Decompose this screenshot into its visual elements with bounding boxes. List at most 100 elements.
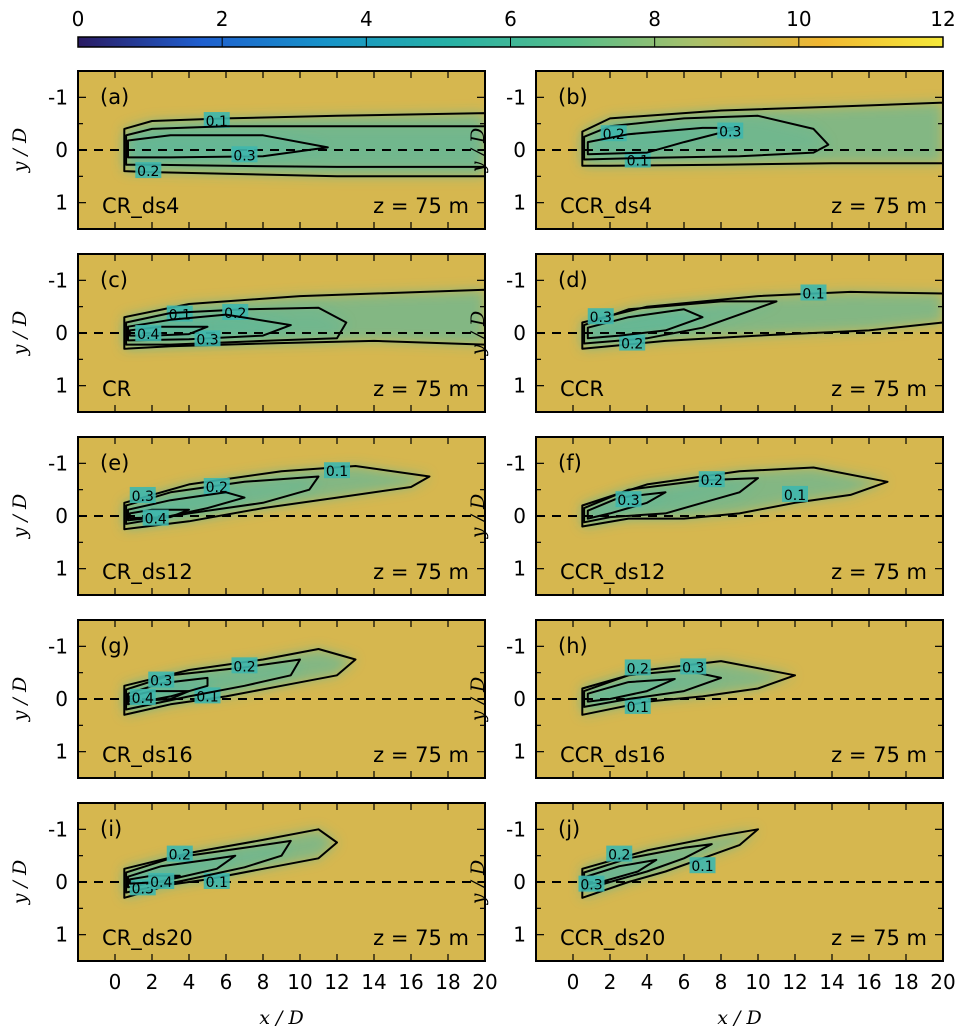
case-label: CCR_ds20 [560, 926, 665, 951]
y-tick-label: 0 [513, 870, 526, 894]
contour-label: 0.4 [137, 327, 159, 343]
wake-shading [587, 679, 675, 702]
contour-line [581, 101, 943, 167]
contour-label-bg [689, 857, 716, 874]
x-tick-label: 20 [472, 970, 497, 994]
contour-line [581, 828, 759, 899]
contour-label-bg [142, 509, 169, 526]
height-label: z = 75 m [831, 743, 927, 767]
colorbar-tick-label: 4 [360, 7, 373, 31]
y-tick-label: 0 [513, 321, 526, 345]
panel-tag: (j) [558, 817, 580, 841]
contour-label: 0.4 [132, 691, 154, 707]
height-label: z = 75 m [373, 377, 469, 401]
panel-b: 0.10.2 0.3 -1 0 1 y / D (b) CCR_ds4 z = 75 m [467, 70, 944, 230]
contour-line [581, 660, 796, 716]
contour-line [586, 308, 704, 340]
contour-label-bg [698, 471, 725, 488]
contour-label-bg [619, 334, 646, 351]
height-label: z = 75 m [373, 560, 469, 584]
contour-label: 0.2 [608, 848, 630, 864]
y-tick-label: 1 [55, 923, 68, 947]
y-tick-label: 1 [513, 740, 526, 764]
wake-shading [587, 127, 740, 155]
y-axis-label: y / D [467, 311, 489, 356]
y-tick-label: 1 [513, 923, 526, 947]
contour-label: 0.2 [627, 661, 649, 677]
panel-tag: (a) [100, 85, 129, 109]
contour-label: 0.1 [784, 488, 806, 504]
x-tick-label: 14 [361, 970, 386, 994]
contour-label: 0.3 [617, 493, 639, 509]
contour-label-bg [148, 671, 175, 688]
contour-label-bg [624, 659, 651, 676]
y-tick-label: -1 [506, 268, 526, 292]
panel-tag: (f) [558, 451, 582, 475]
contour-line [586, 678, 676, 703]
y-tick-label: 0 [513, 138, 526, 162]
y-tick-label: -1 [506, 451, 526, 475]
contour-label: 0.3 [132, 489, 154, 505]
y-axis-label: y / D [9, 128, 31, 173]
contour-line [127, 491, 246, 522]
x-tick-label: 16 [856, 970, 881, 994]
x-tick-label: 8 [257, 970, 270, 994]
contour-line [586, 126, 741, 156]
panel-tag: (e) [100, 451, 129, 475]
contour-line [123, 288, 485, 350]
height-label: z = 75 m [831, 377, 927, 401]
y-axis-label: y / D [9, 677, 31, 722]
x-tick-label: 6 [220, 970, 233, 994]
contour-label-bg [680, 658, 707, 675]
height-label: z = 75 m [831, 560, 927, 584]
contour-label-bg [135, 325, 162, 342]
contour-label: 0.1 [627, 700, 649, 716]
contour-label: 0.3 [150, 674, 172, 690]
contour-label: 0.3 [580, 878, 602, 894]
contour-label: 0.2 [621, 337, 643, 353]
y-axis-label: y / D [9, 311, 31, 356]
contour-label: 0.2 [233, 659, 255, 675]
colorbar: 0 2 4 6 8 10 12 [72, 7, 956, 48]
contour-label: 0.3 [719, 125, 741, 141]
x-tick-label: 16 [398, 970, 423, 994]
contour-label-bg [782, 485, 808, 502]
y-axis-label: y / D [467, 494, 489, 539]
y-tick-label: 1 [513, 191, 526, 215]
wake-shading [584, 478, 758, 523]
colorbar-tick-label: 10 [786, 7, 811, 31]
y-tick-label: -1 [48, 817, 68, 841]
panel-tag: (i) [100, 817, 122, 841]
x-axis-label: x / D [259, 1007, 303, 1029]
contour-label-bg [148, 873, 175, 889]
colorbar-tick-label: 0 [72, 7, 85, 31]
contour-label-bg [324, 462, 350, 479]
contour-label: 0.1 [206, 875, 228, 891]
contour-label-bg [231, 146, 258, 163]
contour-label-bg [600, 125, 627, 142]
contour-line [125, 658, 301, 711]
contour-label-bg [578, 875, 605, 892]
y-tick-label: -1 [506, 634, 526, 658]
contour-label-bg [203, 112, 230, 129]
x-tick-label: 0 [567, 970, 580, 994]
contour-label: 0.1 [802, 287, 824, 303]
contour-label: 0.3 [233, 148, 255, 164]
y-tick-label: -1 [48, 85, 68, 109]
x-tick-label: 2 [146, 970, 159, 994]
y-tick-label: 0 [513, 504, 526, 528]
y-tick-label: -1 [506, 817, 526, 841]
panel-h: 0.1 0.2 0.3 -1 0 1 y / D (h) CCR_ds16 z = 75 m [467, 619, 944, 779]
height-label: z = 75 m [373, 926, 469, 950]
colorbar-tick-label: 8 [648, 7, 661, 31]
contour-label-bg [231, 657, 258, 674]
contour-label: 0.4 [150, 875, 172, 891]
case-label: CCR_ds4 [560, 194, 652, 219]
x-axis-label: x / D [717, 1007, 761, 1029]
x-tick-label: 20 [930, 970, 955, 994]
x-tick-label: 0 [109, 970, 122, 994]
contour-label-bg [624, 151, 651, 168]
